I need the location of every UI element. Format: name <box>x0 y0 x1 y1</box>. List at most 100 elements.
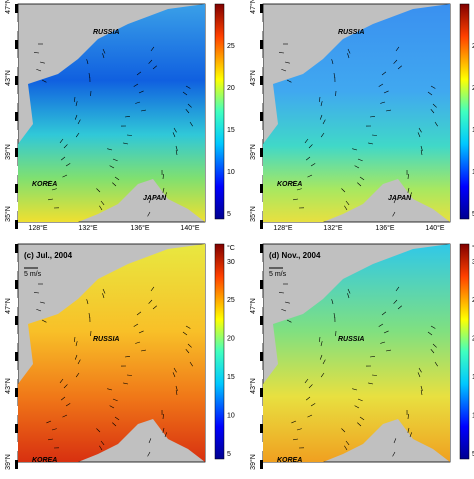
frame-tick <box>15 352 18 361</box>
colorbar-tick: 15 <box>227 127 235 134</box>
colorbar-tick: 10 <box>227 169 235 176</box>
colorbar: 25 20 15 10 5 <box>215 4 235 219</box>
frame-tick <box>15 166 18 175</box>
place-label: RUSSIA <box>93 336 119 343</box>
lat-label: 43°N <box>249 378 257 394</box>
colorbar-tick: 25 <box>227 297 235 304</box>
colorbar-tick: 25 <box>227 43 235 50</box>
lon-label: 128°E <box>28 224 47 232</box>
frame-tick <box>15 76 18 85</box>
lat-label: 43°N <box>4 70 12 86</box>
place-label: JAPAN <box>143 195 167 202</box>
map-panel: (c) Jul., 2004 5 m/s RUSSIA KOREA 47°N 43°N 39… <box>4 244 205 470</box>
frame-tick <box>15 112 18 121</box>
frame-tick <box>15 244 18 253</box>
frame-tick <box>260 76 263 85</box>
panel-title: (c) Jul., 2004 <box>24 251 73 260</box>
frame-tick <box>15 370 18 379</box>
frame-tick <box>15 58 18 67</box>
frame-tick <box>260 202 263 211</box>
lat-label: 35°N <box>4 206 12 222</box>
frame-tick <box>260 130 263 139</box>
colorbar-scale <box>460 4 469 219</box>
colorbar-tick: 5 <box>227 211 231 218</box>
lat-label: 39°N <box>249 144 257 160</box>
colorbar-tick: 20 <box>227 336 235 343</box>
place-label: RUSSIA <box>338 336 364 343</box>
frame-tick <box>15 298 18 307</box>
frame-tick <box>260 112 263 121</box>
frame-tick <box>260 298 263 307</box>
lat-label: 39°N <box>4 144 12 160</box>
frame-tick <box>15 388 18 397</box>
lat-label: 39°N <box>249 454 257 470</box>
place-label: JAPAN <box>388 195 412 202</box>
place-label: RUSSIA <box>93 29 119 36</box>
panel-title: (d) Nov., 2004 <box>269 251 321 260</box>
colorbar-tick: 30 <box>227 259 235 266</box>
frame-tick <box>260 334 263 343</box>
frame-tick <box>15 460 18 469</box>
lon-label: 140°E <box>425 224 444 232</box>
frame-tick <box>15 22 18 31</box>
frame-tick <box>15 262 18 271</box>
lon-label: 136°E <box>130 224 149 232</box>
frame-tick <box>260 40 263 49</box>
lat-label: 39°N <box>4 454 12 470</box>
frame-tick <box>260 370 263 379</box>
colorbar-tick: 20 <box>227 85 235 92</box>
frame-tick <box>15 280 18 289</box>
lon-label: 132°E <box>78 224 97 232</box>
place-label: KOREA <box>277 457 302 464</box>
frame-tick <box>260 280 263 289</box>
frame-tick <box>15 220 18 229</box>
frame-tick <box>15 130 18 139</box>
scale-label: 5 m/s <box>269 271 287 278</box>
frame-tick <box>15 40 18 49</box>
colorbar-tick: 5 <box>227 451 231 458</box>
frame-tick <box>260 166 263 175</box>
frame-tick <box>15 148 18 157</box>
frame-tick <box>260 316 263 325</box>
colorbar-tick: 15 <box>227 374 235 381</box>
frame-tick <box>260 184 263 193</box>
frame-tick <box>260 424 263 433</box>
scale-label: 5 m/s <box>24 271 42 278</box>
frame-tick <box>15 94 18 103</box>
lat-label: 43°N <box>4 378 12 394</box>
map-panel: RUSSIA KOREA JAPAN 47°N 43°N 39°N 35°N 128°E 132… <box>4 0 205 232</box>
frame-tick <box>260 406 263 415</box>
lat-label: 47°N <box>249 0 257 14</box>
lat-label: 47°N <box>4 0 12 14</box>
colorbar-tick: 10 <box>227 412 235 419</box>
place-label: KOREA <box>32 181 57 188</box>
lat-label: 47°N <box>249 298 257 314</box>
frame-tick <box>260 58 263 67</box>
frame-tick <box>260 4 263 13</box>
place-label: RUSSIA <box>338 29 364 36</box>
frame-tick <box>15 202 18 211</box>
place-label: KOREA <box>277 181 302 188</box>
place-label: KOREA <box>32 457 57 464</box>
frame-tick <box>260 244 263 253</box>
map-panel: (d) Nov., 2004 5 m/s RUSSIA KOREA 47°N 43°N 39… <box>249 244 450 470</box>
frame-tick <box>260 442 263 451</box>
lon-label: 136°E <box>375 224 394 232</box>
frame-tick <box>260 94 263 103</box>
colorbar-scale <box>215 244 224 459</box>
colorbar-scale <box>215 4 224 219</box>
frame-tick <box>260 220 263 229</box>
frame-tick <box>260 148 263 157</box>
lat-label: 47°N <box>4 298 12 314</box>
frame-tick <box>15 4 18 13</box>
lat-label: 35°N <box>249 206 257 222</box>
colorbar-unit: °C <box>227 244 235 252</box>
lon-label: 132°E <box>323 224 342 232</box>
frame-tick <box>15 334 18 343</box>
frame-tick <box>260 460 263 469</box>
colorbar: °C 30 25 20 15 10 5 <box>215 244 235 459</box>
